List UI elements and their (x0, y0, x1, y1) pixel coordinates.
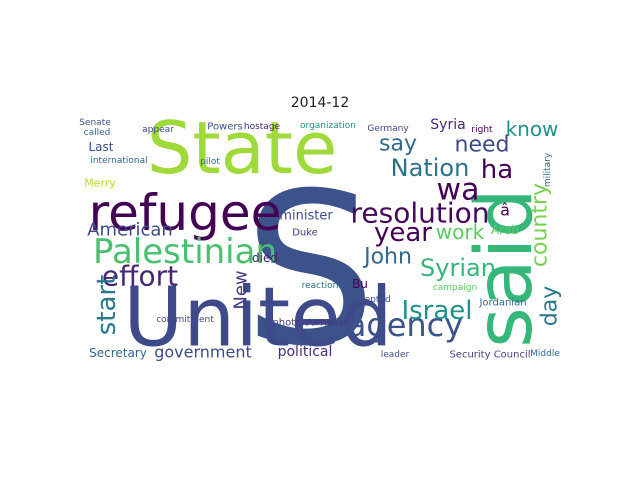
word: United (123, 271, 392, 366)
word: start (92, 275, 122, 336)
word: need (455, 133, 510, 158)
word: Palestinian (93, 232, 277, 272)
word: said (460, 188, 550, 348)
word: Jordanian (478, 298, 526, 309)
word: called (84, 128, 111, 138)
word: day (538, 286, 563, 326)
word: John (362, 245, 412, 270)
word: American (87, 220, 173, 241)
word: minister (279, 209, 333, 224)
word: commitment (156, 315, 214, 325)
word: Israel (401, 296, 472, 326)
word: campaign (433, 283, 477, 293)
word: Syria (430, 117, 465, 133)
word: military (543, 152, 553, 187)
word: international (90, 156, 147, 166)
word: resolution (350, 197, 489, 230)
word: Security Council (449, 350, 530, 361)
word: died (252, 251, 278, 265)
word: Last (89, 140, 114, 154)
word: accepted (349, 295, 390, 305)
word: government (154, 343, 252, 362)
word: political (278, 344, 333, 360)
word: Germany (367, 124, 409, 134)
word: pilot (200, 157, 220, 167)
word: refugee (89, 184, 282, 242)
word: Arab (491, 223, 519, 237)
word: S (243, 148, 376, 393)
word: hostage (244, 122, 281, 132)
word: New (231, 270, 252, 309)
word: Senate (79, 118, 111, 128)
word: appear (142, 125, 174, 135)
word: wa (437, 173, 480, 208)
word: effort (102, 260, 178, 293)
word: Nation (391, 154, 470, 182)
word: â (500, 201, 510, 220)
word: leader (381, 350, 410, 360)
word: agency (347, 306, 463, 344)
word: organization (300, 121, 356, 131)
word: know (506, 117, 559, 141)
word: year (374, 218, 432, 248)
word: Bu (352, 277, 368, 291)
word: ha (481, 155, 513, 185)
word: State (147, 106, 338, 190)
word: Powers (207, 122, 242, 133)
word: work (436, 220, 485, 244)
word: right (471, 125, 493, 135)
chart-title: 2014-12 (291, 95, 350, 111)
word: Middle (530, 349, 560, 359)
word: photojournalist (272, 318, 347, 329)
word: country (528, 183, 553, 267)
word: Syrian (420, 254, 496, 282)
word: say (379, 132, 417, 157)
word: Duke (292, 228, 318, 239)
cloud-area (80, 118, 560, 362)
word: Secretary (89, 346, 147, 360)
word: Merry (84, 177, 116, 190)
word: reaction (302, 281, 339, 291)
